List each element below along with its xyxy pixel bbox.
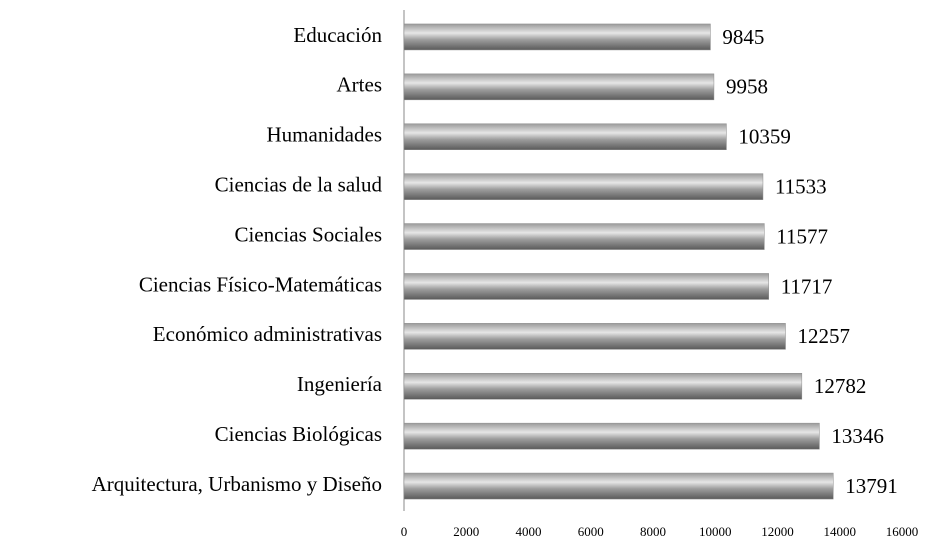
y-tick-label: Ciencias Sociales (234, 222, 382, 246)
bar (403, 23, 711, 51)
value-label: 9958 (726, 75, 768, 99)
value-label: 12782 (814, 374, 867, 398)
x-tick-label: 8000 (640, 524, 666, 539)
value-label: 13346 (831, 424, 884, 448)
value-label: 12257 (797, 324, 850, 348)
value-label: 13791 (845, 474, 898, 498)
bar (403, 472, 834, 500)
y-tick-label: Económico administrativas (153, 322, 382, 346)
y-tick-label: Ingeniería (297, 372, 383, 396)
y-tick-label: Artes (337, 73, 383, 97)
value-label: 11717 (781, 274, 833, 298)
y-tick-label: Arquitectura, Urbanismo y Diseño (92, 472, 382, 496)
value-label: 11533 (775, 174, 827, 198)
bar (403, 223, 765, 250)
x-tick-label: 2000 (453, 524, 479, 539)
y-tick-label: Educación (293, 23, 382, 47)
bar (403, 173, 764, 200)
x-tick-label: 16000 (886, 524, 919, 539)
x-tick-label: 6000 (578, 524, 604, 539)
value-label: 11577 (776, 224, 828, 248)
y-tick-label: Ciencias de la salud (215, 172, 383, 196)
x-tick-label: 0 (401, 524, 408, 539)
y-tick-label: Ciencias Físico-Matemáticas (139, 272, 382, 296)
y-tick-label: Humanidades (267, 123, 382, 147)
x-tick-label: 12000 (761, 524, 794, 539)
x-tick-label: 14000 (824, 524, 857, 539)
bar (403, 373, 803, 400)
bar (403, 422, 820, 450)
value-label: 10359 (738, 125, 791, 149)
y-tick-label: Ciencias Biológicas (215, 422, 382, 446)
value-label: 9845 (722, 25, 764, 49)
bar (403, 323, 786, 350)
bar (403, 123, 727, 150)
x-tick-label: 10000 (699, 524, 732, 539)
bar (403, 273, 769, 300)
bar (403, 73, 715, 101)
x-tick-label: 4000 (516, 524, 542, 539)
